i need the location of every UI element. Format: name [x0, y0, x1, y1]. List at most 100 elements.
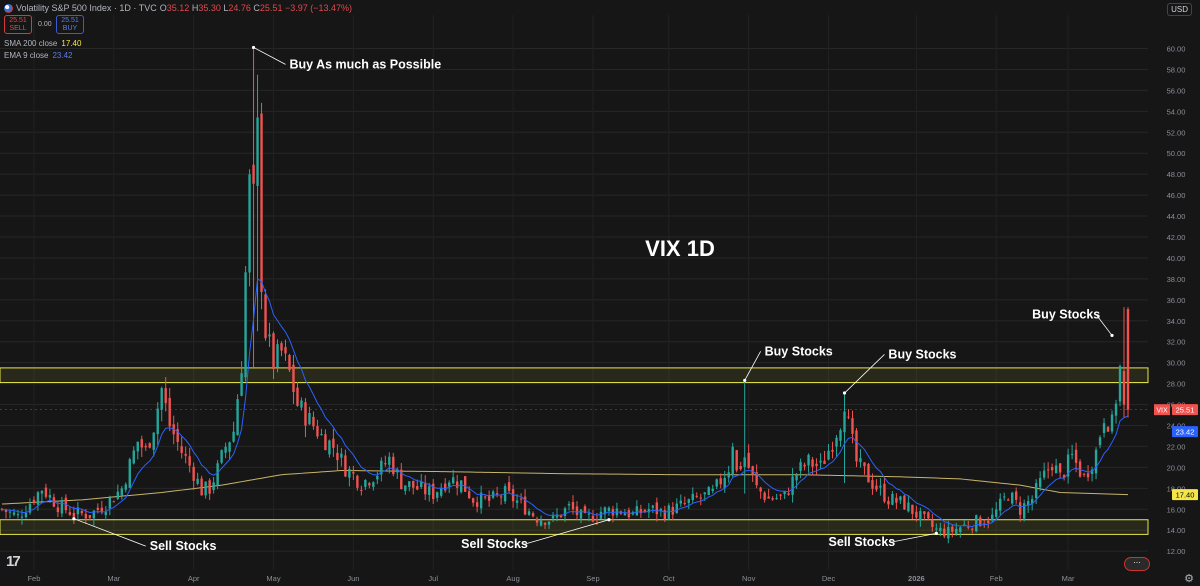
- candle-body: [787, 493, 790, 495]
- candle-body: [1058, 463, 1062, 473]
- candle-body: [148, 443, 151, 448]
- candle-body: [376, 476, 379, 480]
- candle-body: [975, 515, 978, 532]
- candle-body: [827, 450, 830, 460]
- y-tick-label: 20.00: [1167, 463, 1186, 472]
- candle-body: [623, 513, 627, 516]
- candle-body: [284, 347, 287, 354]
- candle-body: [0, 508, 4, 510]
- sma-200-line: [1, 470, 1129, 505]
- candle-body: [260, 113, 263, 292]
- candle-body: [995, 509, 998, 517]
- candle-body: [448, 482, 451, 487]
- gear-icon[interactable]: ⚙: [1184, 573, 1194, 585]
- candle-body: [851, 418, 854, 434]
- tradingview-logo-icon[interactable]: 17: [6, 553, 21, 570]
- candle-body: [72, 512, 76, 517]
- candle-body: [88, 515, 92, 518]
- candle-body: [208, 480, 211, 494]
- annotation-leader: [744, 351, 761, 381]
- candle-body: [176, 429, 179, 442]
- candle-body: [436, 492, 439, 498]
- candle-body: [955, 528, 958, 535]
- candle-body: [1014, 491, 1018, 500]
- candle-body: [499, 496, 503, 498]
- candle-body: [1106, 426, 1110, 432]
- annotation-leader: [892, 532, 937, 543]
- ema-legend[interactable]: EMA 9 close 23.42: [4, 51, 73, 60]
- annotation-label: Buy Stocks: [765, 344, 833, 358]
- candle-body: [579, 509, 583, 519]
- candle-body: [288, 355, 291, 371]
- currency-selector[interactable]: USD: [1167, 3, 1192, 16]
- candle-body: [292, 364, 295, 393]
- candle-body: [883, 483, 886, 502]
- candle-body: [232, 431, 235, 442]
- candle-body: [268, 334, 271, 337]
- candle-body: [695, 495, 698, 497]
- price-tags: VIX 25.51 23.42 17.40: [1154, 404, 1198, 501]
- candle-body: [140, 439, 143, 448]
- annotation-label: Buy Stocks: [1032, 308, 1100, 322]
- sma-legend[interactable]: SMA 200 close 17.40: [4, 39, 82, 48]
- candle-body: [635, 506, 639, 516]
- candle-body: [479, 492, 483, 509]
- y-tick-label: 56.00: [1167, 86, 1186, 95]
- sell-button[interactable]: 25.51 SELL: [4, 15, 32, 34]
- market-flag-button[interactable]: ⋯: [1124, 557, 1150, 571]
- x-tick-label: Feb: [990, 574, 1003, 583]
- candle-body: [416, 486, 419, 490]
- y-tick-label: 32.00: [1167, 338, 1186, 347]
- candle-body: [264, 294, 267, 339]
- candle-body: [719, 478, 722, 485]
- y-tick-label: 38.00: [1167, 275, 1186, 284]
- candle-body: [1074, 449, 1078, 463]
- candle-body: [743, 457, 746, 467]
- candle-body: [236, 399, 239, 436]
- candle-body: [92, 510, 96, 519]
- candle-body: [340, 453, 343, 458]
- candle-body: [863, 462, 866, 467]
- candle-body: [48, 495, 52, 498]
- candle-body: [404, 485, 407, 491]
- price-tag-bg: [1172, 426, 1198, 438]
- symbol-tag: VIX: [1156, 408, 1168, 415]
- candle-body: [144, 446, 147, 448]
- y-tick-label: 46.00: [1167, 191, 1186, 200]
- candle-body: [1114, 403, 1118, 416]
- y-tick-label: 54.00: [1167, 107, 1186, 116]
- candle-body: [384, 463, 387, 465]
- candle-body: [871, 480, 874, 489]
- candle-body: [723, 477, 726, 489]
- candle-body: [1118, 365, 1122, 402]
- candle-body: [1122, 371, 1126, 405]
- annotation-leader: [253, 47, 286, 65]
- candle-body: [895, 497, 898, 503]
- candle-body: [212, 482, 215, 491]
- annotation-leader: [1095, 314, 1113, 336]
- chart-grid: [0, 15, 1148, 570]
- candle-body: [783, 491, 786, 495]
- candle-body: [983, 523, 986, 525]
- candle-body: [200, 478, 203, 496]
- y-tick-label: 34.00: [1167, 317, 1186, 326]
- candle-body: [575, 506, 579, 515]
- candle-body: [1070, 453, 1074, 455]
- annotation-label: Buy As much as Possible: [289, 57, 441, 71]
- candle-body: [487, 495, 491, 501]
- candle-body: [1034, 483, 1038, 499]
- candle-body: [1030, 499, 1034, 505]
- candle-body: [855, 430, 858, 462]
- candle-body: [116, 491, 119, 499]
- candle-body: [467, 491, 471, 499]
- candle-body: [1007, 499, 1010, 501]
- candle-body: [400, 469, 403, 489]
- candle-body: [959, 527, 962, 533]
- buy-button[interactable]: 25.51 BUY: [56, 15, 84, 34]
- symbol-title[interactable]: Volatility S&P 500 Index · 1D · TVC: [16, 3, 157, 13]
- candle-body: [344, 455, 347, 477]
- candle-body: [60, 500, 64, 514]
- candle-body: [587, 513, 591, 515]
- candle-body: [96, 507, 100, 510]
